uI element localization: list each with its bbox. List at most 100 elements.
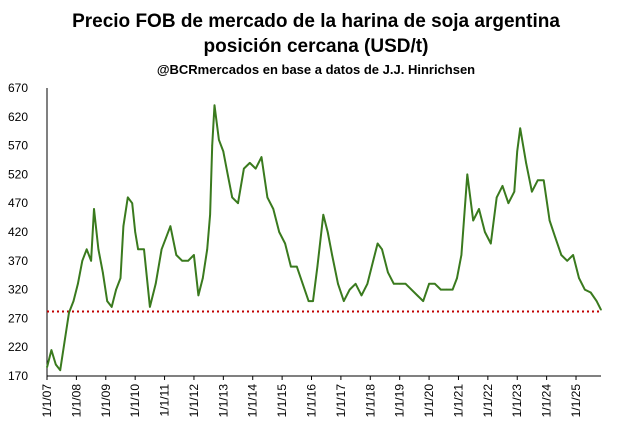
data-point (122, 225, 125, 228)
data-point (501, 185, 504, 187)
data-point (165, 236, 167, 239)
data-point (484, 231, 486, 233)
x-axis-ticks: 1/1/07 1/1/08 1/1/09 1/1/10 1/1/11 1/1/12 1/1/… (40, 376, 583, 417)
data-point (149, 306, 151, 308)
x-tick-label: 1/1/22 (481, 384, 495, 418)
data-point (478, 208, 480, 210)
data-point (77, 283, 79, 285)
data-point (193, 254, 195, 256)
y-tick-label: 320 (8, 283, 28, 297)
data-point (542, 179, 545, 181)
data-point (466, 173, 469, 176)
data-point (137, 248, 139, 251)
x-tick-label: 1/1/23 (510, 384, 524, 418)
y-tick-label: 370 (8, 254, 28, 268)
data-point (354, 283, 357, 285)
data-point (495, 196, 498, 199)
x-tick-label: 1/1/13 (216, 384, 230, 418)
data-point (243, 167, 245, 170)
data-point (222, 150, 225, 153)
data-point (513, 190, 516, 193)
data-point (143, 248, 145, 251)
data-point (131, 202, 134, 204)
data-point (398, 283, 401, 285)
data-point (237, 202, 239, 204)
data-point (404, 283, 407, 285)
data-point (366, 283, 369, 285)
data-point (68, 311, 70, 314)
y-tick-label: 520 (8, 167, 28, 181)
data-point (387, 271, 389, 274)
data-point (85, 248, 88, 251)
series-line-harina-de-soja (46, 104, 602, 372)
data-point (548, 219, 551, 222)
data-point (428, 283, 430, 285)
y-tick-label: 670 (8, 81, 28, 95)
y-tick-label: 170 (8, 369, 28, 383)
data-point (525, 162, 527, 164)
data-point (211, 144, 213, 147)
data-point (554, 236, 557, 239)
chart-title: Precio FOB de mercado de la harina de so… (72, 11, 560, 32)
data-point (81, 260, 84, 262)
data-point (445, 288, 448, 291)
x-tick-label: 1/1/20 (422, 384, 436, 418)
data-point (316, 265, 319, 268)
data-point (519, 127, 521, 130)
data-point (90, 260, 92, 262)
x-tick-label: 1/1/19 (393, 384, 407, 418)
data-point (50, 349, 53, 351)
data-point (181, 260, 183, 262)
y-tick-label: 470 (8, 196, 28, 210)
data-point (254, 167, 257, 170)
data-point (326, 231, 329, 233)
data-point (434, 283, 436, 285)
x-tick-label: 1/1/10 (128, 384, 142, 418)
data-point (456, 277, 458, 279)
x-tick-label: 1/1/21 (451, 384, 465, 418)
x-tick-label: 1/1/09 (99, 384, 113, 418)
data-point (260, 156, 263, 158)
data-point (278, 231, 280, 233)
x-tick-label: 1/1/11 (158, 384, 172, 417)
data-point (272, 208, 275, 210)
data-point (410, 288, 413, 291)
data-point (589, 291, 592, 294)
data-point (376, 242, 379, 245)
data-point (381, 248, 383, 251)
data-point (209, 213, 211, 216)
data-point (248, 162, 251, 164)
data-point (63, 340, 66, 343)
data-point (97, 248, 100, 251)
data-point (93, 208, 95, 210)
y-tick-label: 420 (8, 225, 28, 239)
data-point (348, 288, 351, 291)
x-tick-label: 1/1/16 (305, 384, 319, 418)
data-point (187, 260, 189, 262)
x-tick-label: 1/1/08 (69, 384, 83, 418)
data-point (595, 300, 598, 302)
x-tick-label: 1/1/14 (246, 384, 260, 418)
data-point (46, 366, 48, 369)
data-point (206, 248, 208, 251)
x-tick-label: 1/1/17 (334, 384, 348, 418)
data-point (266, 196, 269, 199)
data-point (218, 139, 220, 141)
y-axis-ticks: 670 620 570 520 470 420 370 320 270 220 170 (8, 81, 28, 383)
data-point (531, 190, 533, 193)
data-point (106, 300, 109, 302)
y-tick-label: 570 (8, 139, 28, 153)
data-point (600, 308, 602, 311)
x-tick-label: 1/1/12 (187, 384, 201, 418)
data-point (226, 173, 229, 176)
data-point (566, 260, 569, 262)
data-point (55, 363, 57, 366)
data-point (422, 300, 424, 302)
data-point (296, 265, 298, 268)
chart-source: @BCRmercados en base a datos de J.J. Hin… (157, 62, 475, 77)
data-point (119, 277, 122, 279)
data-point (472, 219, 474, 222)
data-point (127, 196, 129, 199)
y-tick-label: 620 (8, 110, 28, 124)
